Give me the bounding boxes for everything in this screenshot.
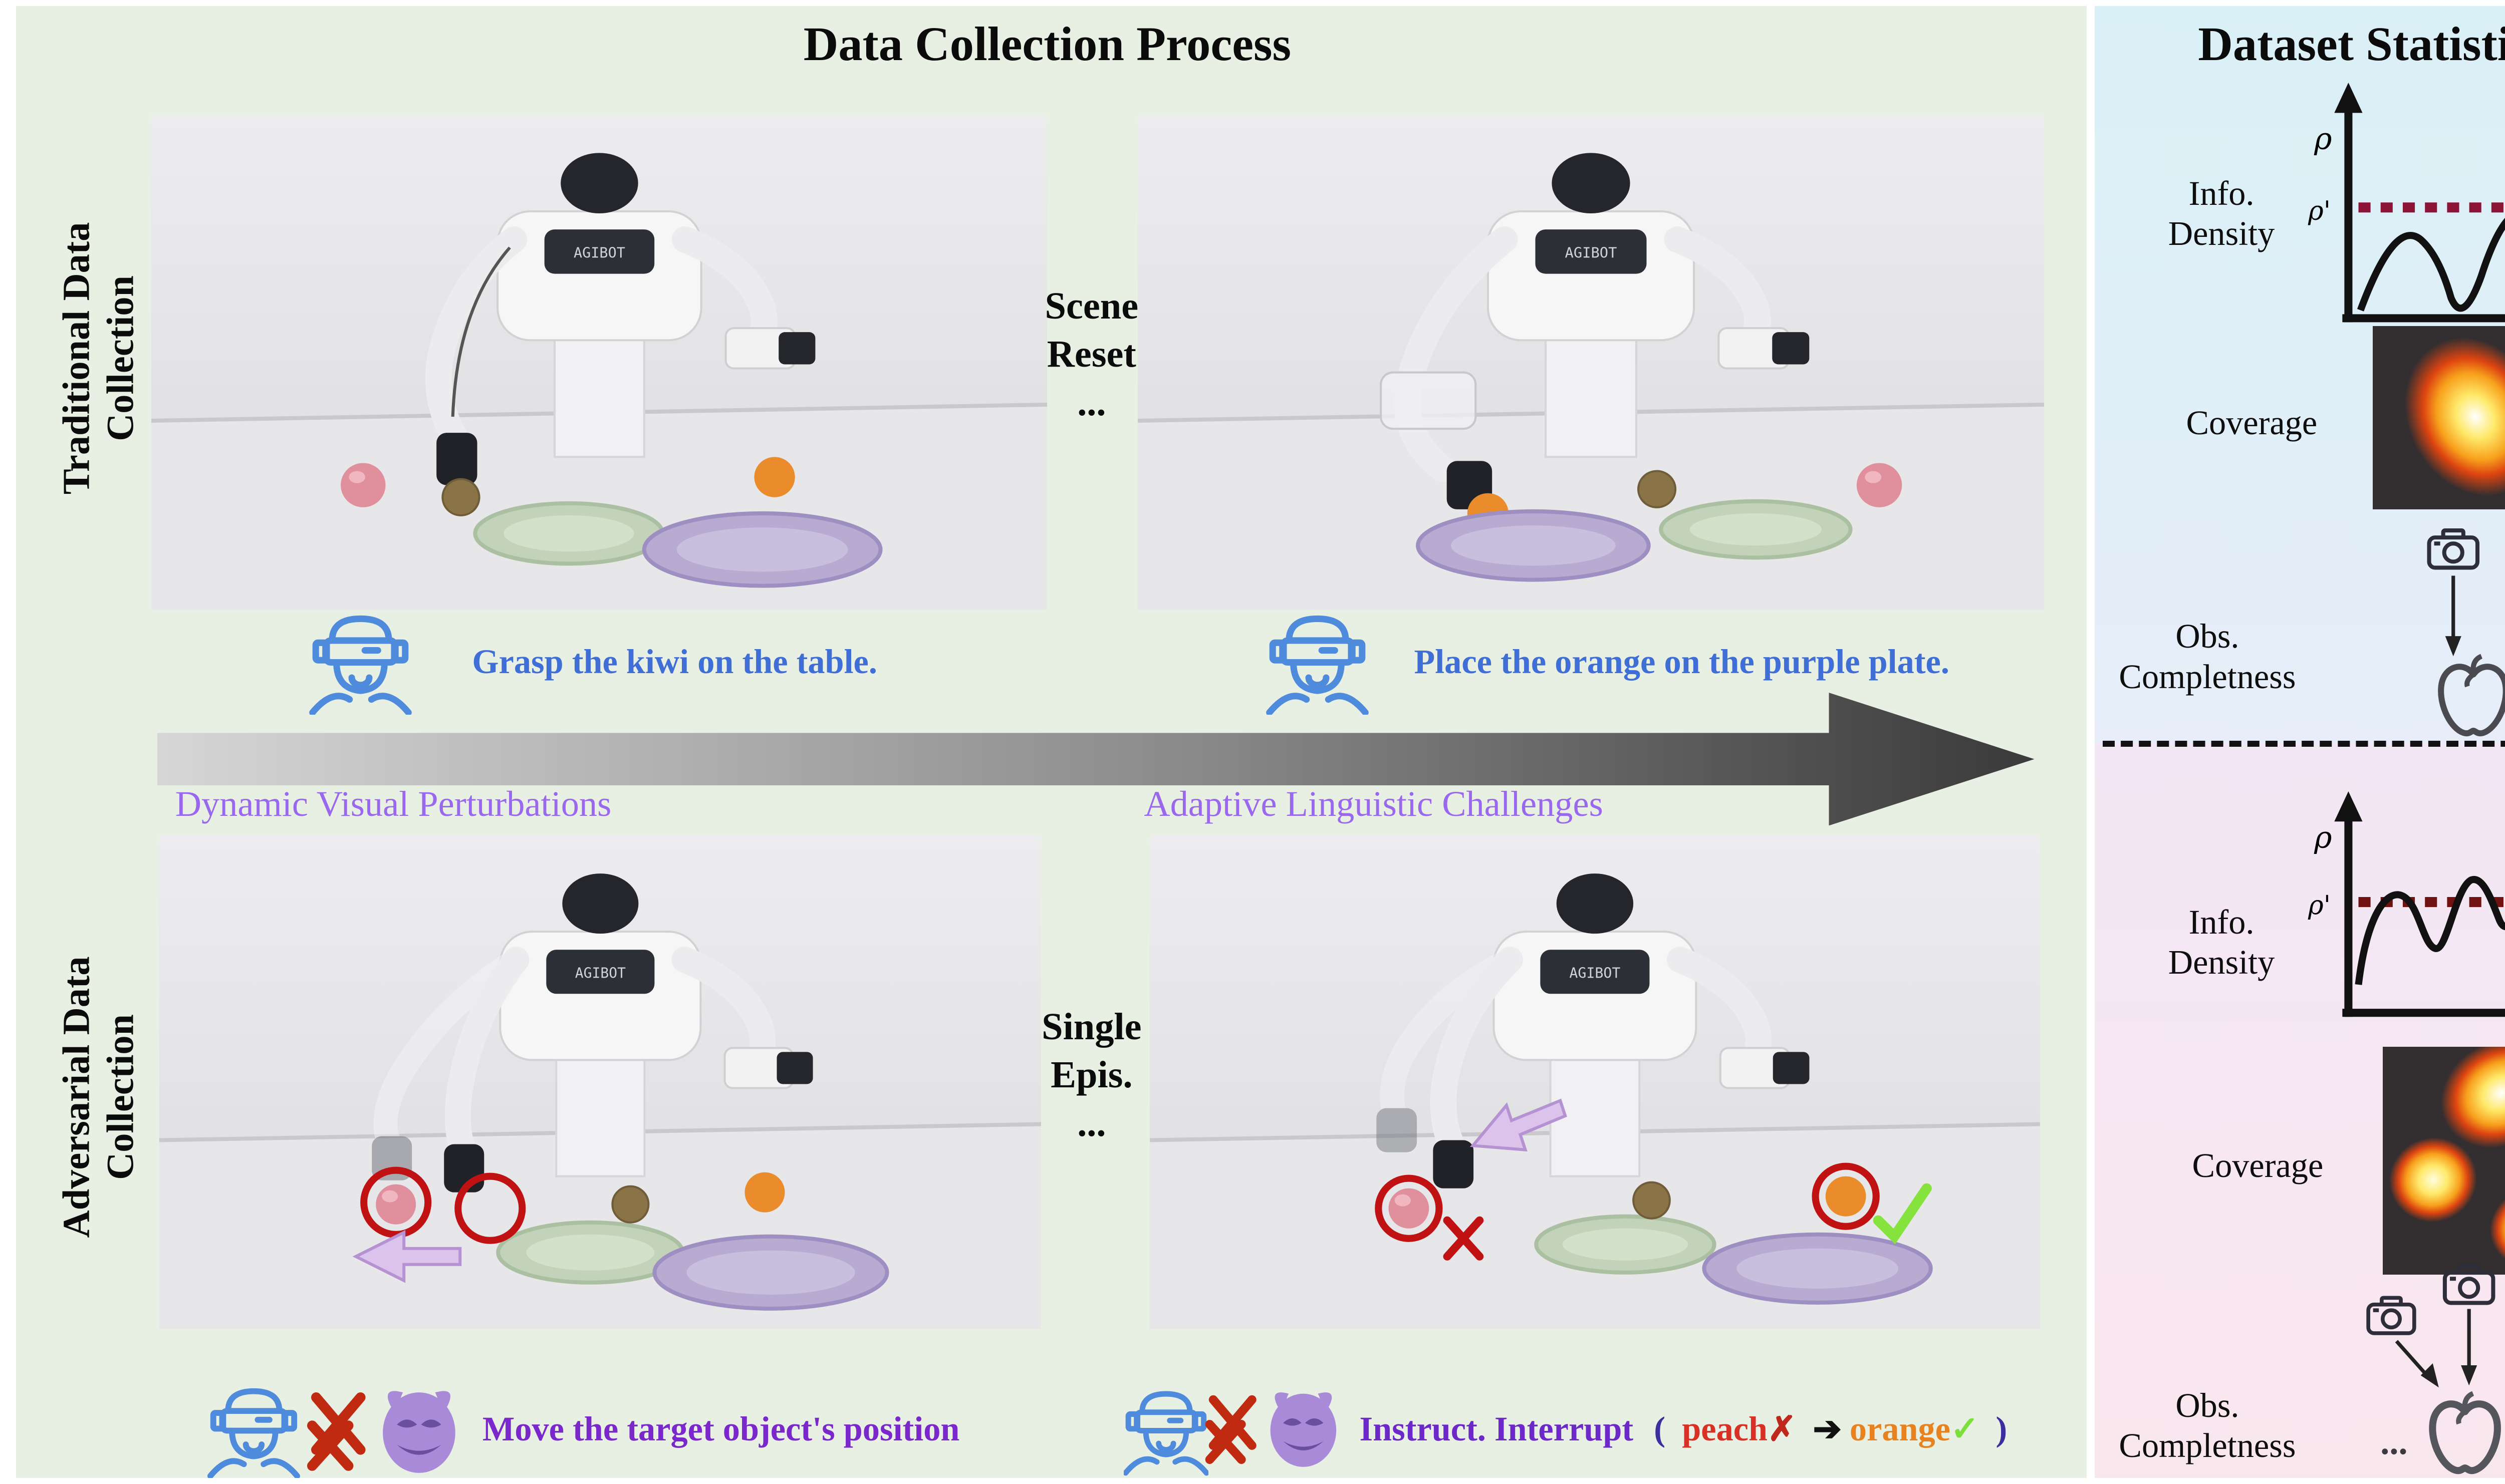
process-arrow: [157, 692, 2035, 826]
perturbation-header: Dynamic Visual Perturbations: [175, 783, 612, 824]
devil-face-icon: [1270, 1392, 1336, 1467]
ellipsis: ...: [2381, 1421, 2408, 1461]
open-paren: (: [1654, 1410, 1666, 1448]
photo-adversarial-linguistic: AGIBOT: [1150, 835, 2041, 1329]
vr-goggles-icon: [309, 615, 412, 715]
robot-photo-3: AGIBOT: [159, 835, 1042, 1329]
info-density-label-bottom: Info. Density: [2168, 903, 2275, 982]
info-density-label-top: Info. Density: [2168, 174, 2275, 253]
obs-completeness-label-bottom: Obs. Completness: [2119, 1386, 2296, 1465]
obs-completeness-label-top: Obs. Completness: [2119, 617, 2296, 696]
red-x-mark: ✗: [1768, 1410, 1797, 1448]
coverage-label-top: Coverage: [2186, 404, 2318, 442]
camera-icon: [2366, 1295, 2416, 1335]
obs-completeness-art-bottom: ...: [2366, 1263, 2501, 1474]
green-check-annotation: [1873, 1183, 1932, 1245]
double-cross-icon: [307, 1392, 366, 1471]
interrupt-label: Instruct. Interrupt: [1359, 1410, 1634, 1448]
close-paren: ): [1995, 1410, 2008, 1448]
devil-face-icon: [382, 1391, 455, 1473]
camera-icon: [2427, 528, 2479, 570]
double-cross-icon: [1205, 1395, 1257, 1464]
svg-text:ρ': ρ': [2308, 891, 2331, 921]
svg-text:ρ': ρ': [2308, 196, 2331, 226]
instruction-caption-1: Grasp the kiwi on the table.: [472, 643, 877, 681]
svg-text:ρ: ρ: [2314, 121, 2332, 156]
obs-completeness-art-top: [2427, 528, 2505, 737]
info-density-plot-bottom: ρ ρ' t: [2308, 791, 2505, 1017]
vr-goggles-icon: [207, 1388, 300, 1478]
green-check-mark: ✓: [1950, 1410, 1979, 1448]
red-circle-annotation: [1375, 1174, 1443, 1243]
robot-photo-2: AGIBOT: [1138, 115, 2045, 611]
middle-panel-title: Dataset Statistics: [2198, 17, 2505, 71]
camera-icon: [2443, 1263, 2495, 1305]
linguistic-header: Adaptive Linguistic Challenges: [1144, 783, 1603, 824]
density-curve: [2355, 875, 2505, 985]
vr-goggles-icon: [1124, 1391, 1208, 1476]
svg-text:AGIBOT: AGIBOT: [1565, 245, 1617, 261]
row-label-adversarial: Adversarial Data Collection: [55, 956, 142, 1238]
perturb-arrow: [1470, 1098, 1568, 1152]
row-label-traditional: Traditional Data Collection: [55, 222, 142, 495]
instruction-caption-4: Instruct. Interrupt ( peach✗ ➔ orange✓ ): [1360, 1409, 2008, 1449]
coverage-heatmap-multi: [2382, 1047, 2505, 1275]
density-curve: [2357, 217, 2505, 312]
coverage-heatmap-single: [2372, 326, 2505, 510]
svg-text:AGIBOT: AGIBOT: [575, 965, 625, 982]
red-x-annotation: [1443, 1216, 1484, 1261]
apple-icon: [2437, 654, 2505, 737]
red-circle-annotation: [454, 1172, 526, 1245]
coverage-label-bottom: Coverage: [2192, 1146, 2324, 1185]
red-circle-annotation: [1812, 1162, 1880, 1231]
photo-traditional-grasp: AGIBOT: [151, 115, 1048, 611]
red-circle-annotation: [360, 1166, 431, 1239]
apple-icon: [2429, 1391, 2501, 1474]
svg-text:AGIBOT: AGIBOT: [1570, 965, 1621, 982]
info-density-plot-top: ρ ρ' t: [2308, 82, 2505, 323]
svg-text:AGIBOT: AGIBOT: [574, 245, 625, 261]
svg-text:ρ: ρ: [2314, 820, 2332, 855]
right-object: orange: [1849, 1410, 1950, 1448]
vr-goggles-icon: [1266, 615, 1369, 715]
robot-photo-1: AGIBOT: [151, 115, 1048, 611]
instruction-caption-3: Move the target object's position: [482, 1410, 960, 1448]
photo-traditional-place: AGIBOT: [1138, 115, 2045, 611]
wrong-object: peach: [1682, 1410, 1768, 1448]
single-episode-note: Single Epis. ...: [1042, 1005, 1142, 1144]
ghost-arm: [1376, 948, 1523, 1152]
robot-photo-4: AGIBOT: [1150, 835, 2041, 1329]
scene-reset-note: Scene Reset ...: [1045, 284, 1139, 424]
arrow-mark: ➔: [1813, 1410, 1842, 1448]
left-panel-title: Data Collection Process: [803, 17, 1292, 71]
instruction-caption-2: Place the orange on the purple plate.: [1414, 643, 1949, 681]
dashed-divider: [2102, 741, 2505, 747]
photo-adversarial-visual: AGIBOT: [159, 835, 1042, 1329]
move-left-arrow: [352, 1230, 461, 1283]
